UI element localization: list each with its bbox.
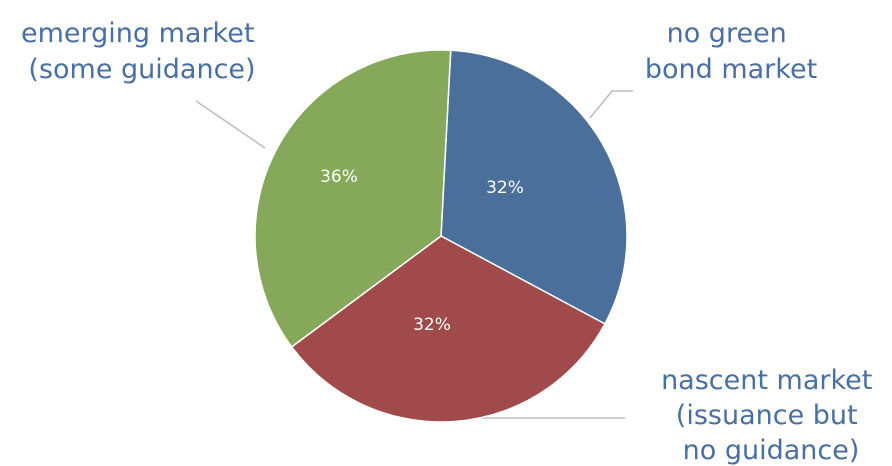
- leader-line-emerging-market: [195, 100, 266, 149]
- slice-nascent-market: [290, 235, 606, 423]
- category-label-no-green-bond-market: no green bond market: [645, 18, 817, 85]
- percent-label-no-green-bond-market: 32%: [486, 178, 524, 198]
- slice-emerging-market: [254, 49, 452, 348]
- percent-label-nascent-market: 32%: [413, 315, 451, 335]
- slice-no-green-bond-market: [440, 49, 628, 325]
- percent-label-emerging-market: 36%: [320, 167, 358, 187]
- category-label-emerging-market: emerging market (some guidance): [21, 18, 263, 85]
- leader-line-no-green-bond-market: [589, 90, 633, 119]
- category-label-nascent-market: nascent market (issuance but no guidance…: [661, 365, 881, 466]
